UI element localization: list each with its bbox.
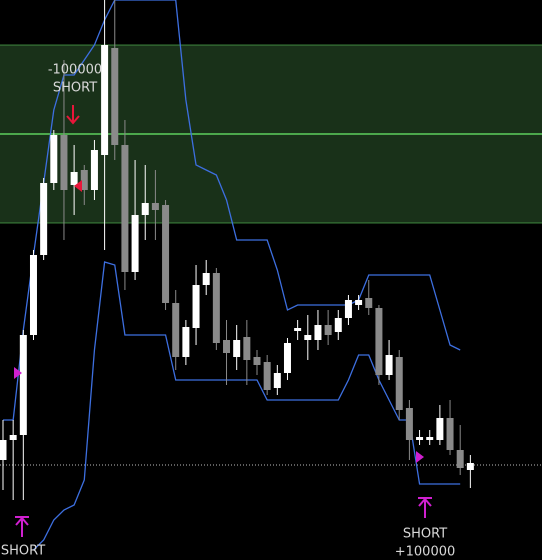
candle-body <box>436 418 444 440</box>
candle-body <box>405 408 413 440</box>
candle-body <box>162 205 170 303</box>
entry-marker <box>416 451 424 463</box>
candle-body <box>223 340 231 353</box>
short-arrow <box>66 105 80 125</box>
candle-body <box>151 203 159 210</box>
exit-marker <box>74 180 82 192</box>
candle-body <box>9 435 17 440</box>
candle-body <box>111 48 119 145</box>
candle-body <box>375 308 383 375</box>
candle-body <box>172 303 180 357</box>
candle-body <box>202 273 210 285</box>
candle-body <box>90 150 98 190</box>
candle-body <box>121 145 129 272</box>
candle-body <box>355 300 363 305</box>
annotation: -100000 <box>48 63 102 78</box>
candle-body <box>29 255 37 335</box>
candle-body <box>80 170 88 190</box>
candle-body <box>70 172 78 185</box>
candle-body <box>243 337 251 360</box>
candle-body <box>40 183 48 255</box>
candle-body <box>385 355 393 375</box>
candle-body <box>101 45 109 155</box>
entry-marker <box>14 367 22 379</box>
candle-body <box>273 373 281 388</box>
annotation: SHORT <box>53 81 97 96</box>
candle-body <box>466 463 474 470</box>
candle-body <box>294 328 302 331</box>
candle-body <box>283 343 291 373</box>
cover-arrow <box>418 497 432 518</box>
candle-body <box>314 325 322 340</box>
candle-body <box>456 450 464 468</box>
candle-body <box>50 135 58 183</box>
candle-body <box>141 203 149 215</box>
annotation: +100000 <box>395 545 456 560</box>
candle-body <box>416 437 424 440</box>
candle-body <box>426 437 434 440</box>
candle-body <box>344 300 352 318</box>
candle-body <box>0 440 7 460</box>
candle-body <box>253 357 261 365</box>
band-line <box>3 0 461 421</box>
candle-body <box>192 285 200 328</box>
candle-body <box>60 135 68 190</box>
cover-arrow <box>15 516 29 537</box>
candle-body <box>304 335 312 340</box>
candle-body <box>395 357 403 410</box>
candle-body <box>334 318 342 332</box>
annotation: SHORT <box>1 544 45 559</box>
candle-body <box>212 273 220 343</box>
candle-body <box>324 325 332 335</box>
candle-body <box>182 327 190 357</box>
candle-body <box>365 298 373 308</box>
candle-body <box>19 335 27 435</box>
candle-body <box>131 215 139 272</box>
candle-body <box>233 340 241 357</box>
candle-body <box>446 418 454 450</box>
candle-body <box>263 362 271 390</box>
annotation: SHORT <box>403 527 447 542</box>
